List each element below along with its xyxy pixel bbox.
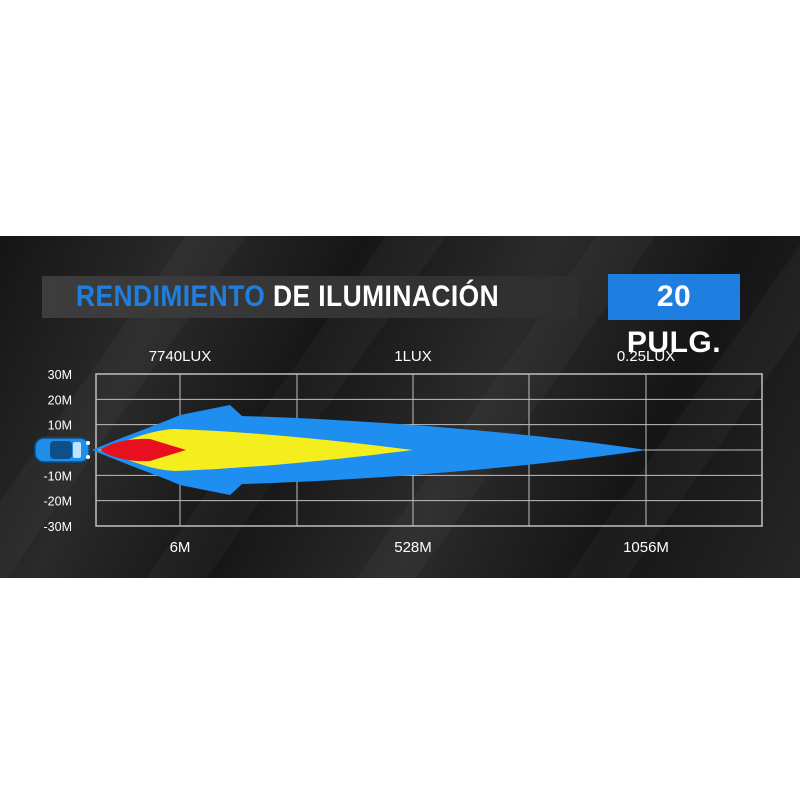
title-bar: RENDIMIENTO DE ILUMINACIÓN <box>42 276 578 318</box>
beam-7740lux <box>100 438 186 462</box>
chart-labels: 7740LUX 1LUX 0.25LUX 6M 528M 1056M 30M 20M 10M -1… <box>44 348 676 556</box>
y-tick-label: 20M <box>48 393 72 407</box>
car-windshield <box>73 442 81 458</box>
illumination-panel: RENDIMIENTO DE ILUMINACIÓN 20 PULG. 7740… <box>0 236 800 578</box>
y-tick-label: 10M <box>48 419 72 433</box>
y-tick-label: -30M <box>44 520 72 534</box>
bottom-label: 528M <box>394 539 432 556</box>
bottom-label: 6M <box>170 539 191 556</box>
bottom-label: 1056M <box>623 539 669 556</box>
top-label: 1LUX <box>394 348 432 365</box>
title-highlight: RENDIMIENTO <box>76 280 266 313</box>
car-headlight <box>86 441 90 445</box>
car-icon <box>34 437 90 463</box>
top-label: 7740LUX <box>149 348 212 365</box>
size-badge: 20 PULG. <box>608 274 740 359</box>
beam-layers <box>92 405 646 495</box>
top-label: 0.25LUX <box>617 348 675 365</box>
car-headlight <box>86 455 90 459</box>
y-tick-label: -20M <box>44 495 72 509</box>
chart-title: RENDIMIENTO DE ILUMINACIÓN <box>76 281 499 313</box>
beam-1lux <box>98 429 413 471</box>
title-rest: DE ILUMINACIÓN <box>272 280 500 313</box>
y-tick-label: -10M <box>44 469 72 483</box>
car-roof <box>50 441 72 459</box>
y-tick-label: 30M <box>48 368 72 382</box>
beam-chart: 7740LUX 1LUX 0.25LUX 6M 528M 1056M 30M 20M 10M -1… <box>34 348 763 556</box>
